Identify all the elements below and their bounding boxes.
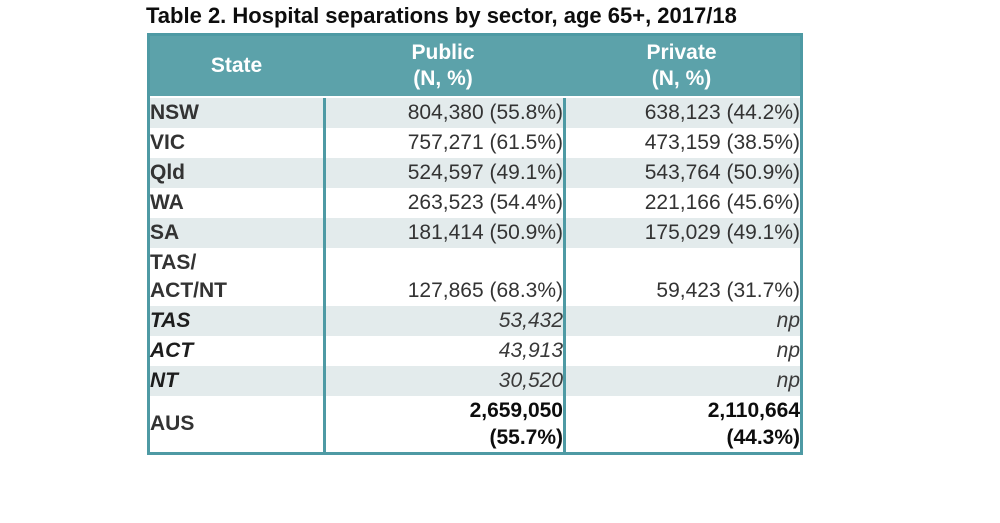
column-header-private-label: Private <box>646 40 717 64</box>
private-cell: 473,159 (38.5%) <box>563 128 800 158</box>
table-row-aus: AUS 2,659,050 (55.7%) 2,110,664 (44.3%) <box>150 396 800 452</box>
state-cell: NT <box>150 366 323 396</box>
private-cell: 2,110,664 (44.3%) <box>563 396 800 452</box>
state-cell: ACT <box>150 338 194 362</box>
column-header-public: Public (N, %) <box>323 36 563 98</box>
state-cell: NSW <box>150 98 323 128</box>
public-cell: 263,523 (54.4%) <box>323 188 563 218</box>
public-cell: 524,597 (49.1%) <box>323 158 563 188</box>
state-cell: Qld <box>150 158 323 188</box>
table-row-qld: Qld 524,597 (49.1%) 543,764 (50.9%) <box>150 158 800 188</box>
public-cell: 43,913 <box>323 336 563 366</box>
private-cell: np <box>563 336 800 366</box>
private-cell: 175,029 (49.1%) <box>563 218 800 248</box>
table-row-nt: NT 30,520 np <box>150 366 800 396</box>
table-row-act: ACT 43,913 np <box>150 336 800 366</box>
column-header-state: State <box>150 36 323 98</box>
state-cell: AUS <box>150 411 195 435</box>
column-header-private: Private (N, %) <box>563 36 800 98</box>
state-cell: SA <box>150 218 323 248</box>
private-cell: 221,166 (45.6%) <box>563 188 800 218</box>
table-row-wa: WA 263,523 (54.4%) 221,166 (45.6%) <box>150 188 800 218</box>
private-cell: np <box>563 366 800 396</box>
private-cell: 638,123 (44.2%) <box>563 98 800 128</box>
state-cell: VIC <box>150 130 186 154</box>
public-cell: 757,271 (61.5%) <box>323 128 563 158</box>
state-cell: WA <box>150 190 184 214</box>
table-row-vic: VIC 757,271 (61.5%) 473,159 (38.5%) <box>150 128 800 158</box>
private-cell: 59,423 (31.7%) <box>563 248 800 306</box>
private-cell: 543,764 (50.9%) <box>563 158 800 188</box>
public-cell: 804,380 (55.8%) <box>323 98 563 128</box>
table-row-sa: SA 181,414 (50.9%) 175,029 (49.1%) <box>150 218 800 248</box>
table-row-tas-act-nt: TAS/ ACT/NT 127,865 (68.3%) 59,423 (31.7… <box>150 248 800 306</box>
public-cell: 30,520 <box>323 366 563 396</box>
data-table: State Public (N, %) Private (N, %) <box>150 36 800 452</box>
hospital-separations-table: State Public (N, %) Private (N, %) <box>147 33 803 455</box>
table-header-row: State Public (N, %) Private (N, %) <box>150 36 800 98</box>
column-header-private-sub: (N, %) <box>651 67 712 90</box>
column-header-public-sub: (N, %) <box>413 67 473 90</box>
private-cell: np <box>563 306 800 336</box>
column-header-public-label: Public <box>411 40 475 64</box>
table-row-nsw: NSW 804,380 (55.8%) 638,123 (44.2%) <box>150 98 800 128</box>
public-cell: 181,414 (50.9%) <box>323 218 563 248</box>
table-row-tas: TAS 53,432 np <box>150 306 800 336</box>
public-cell: 53,432 <box>323 306 563 336</box>
public-cell: 2,659,050 (55.7%) <box>323 396 563 452</box>
public-cell: 127,865 (68.3%) <box>323 248 563 306</box>
column-header-state-label: State <box>210 53 263 77</box>
table-caption: Table 2. Hospital separations by sector,… <box>146 3 737 28</box>
state-cell: TAS/ ACT/NT <box>150 250 227 302</box>
state-cell: TAS <box>150 306 323 336</box>
